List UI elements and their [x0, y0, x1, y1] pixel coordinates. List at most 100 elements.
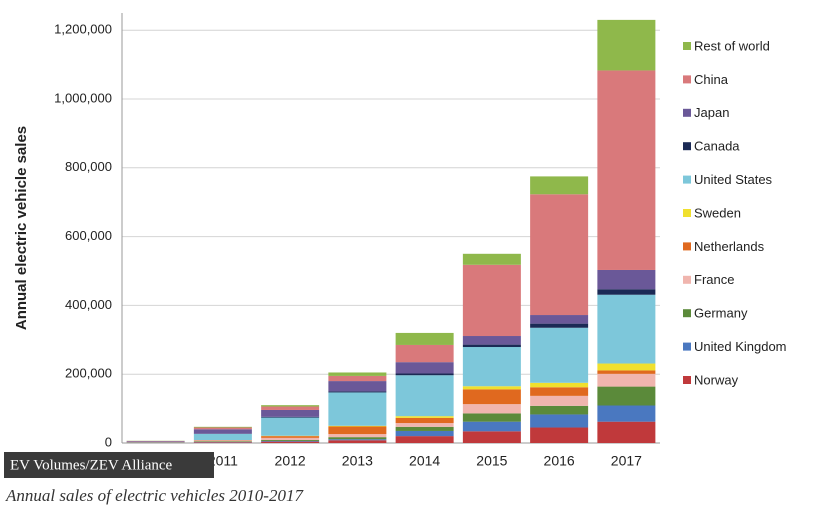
legend-swatch	[683, 75, 691, 84]
bar-segment	[597, 386, 656, 406]
x-tick-label: 2017	[611, 453, 642, 469]
bar-segment	[530, 327, 589, 383]
x-tick-label: 2015	[476, 453, 507, 469]
bar-segment	[530, 323, 589, 328]
bar-segment	[395, 430, 454, 437]
bar-segment	[193, 440, 252, 442]
legend: Rest of world China Japan Canada United Stat…	[683, 38, 787, 387]
bar-segment	[530, 387, 589, 396]
bar-segment	[462, 413, 521, 422]
bar-segment	[395, 423, 454, 427]
bar-segment	[261, 439, 320, 441]
legend-swatch	[683, 108, 691, 117]
source-box	[4, 452, 214, 478]
legend-label: United Kingdom	[694, 339, 787, 354]
bar-segment	[328, 375, 387, 382]
bar-segment	[395, 416, 454, 418]
bar-segment	[328, 439, 387, 441]
bar-segment	[328, 434, 387, 438]
bar-segment	[597, 294, 656, 364]
legend-label: Rest of world	[694, 38, 770, 53]
bar-segment	[530, 194, 589, 316]
bar-segment	[261, 405, 320, 407]
y-tick-label: 800,000	[65, 159, 112, 174]
legend-label: Canada	[694, 139, 740, 154]
bar-segment	[597, 363, 656, 371]
bar-segment	[462, 389, 521, 405]
legend-swatch	[683, 242, 691, 251]
bar-segment	[530, 414, 589, 428]
y-axis-label: Annual electric vehicle sales	[13, 126, 30, 330]
bar-segment	[328, 440, 387, 443]
bar-segment	[462, 421, 521, 432]
bar-segment	[193, 433, 252, 441]
bar-segment	[395, 436, 454, 443]
legend-swatch	[683, 275, 691, 284]
y-tick-label: 1,200,000	[54, 22, 112, 37]
legend-label: Japan	[694, 105, 729, 120]
x-tick-label: 2013	[342, 453, 373, 469]
plot-area: 0 200,000 400,000 600,000 800,000 1,000,000 1,…	[54, 13, 660, 469]
bar-segment	[328, 391, 387, 393]
x-tick-label: 2016	[544, 453, 575, 469]
bar-segment	[395, 362, 454, 374]
bar-segment	[328, 392, 387, 426]
bar-segment	[395, 417, 454, 424]
legend-label: Netherlands	[694, 239, 765, 254]
bar-segment	[328, 425, 387, 427]
bar-segment	[597, 269, 656, 290]
source-label: EV Volumes/ZEV Alliance	[10, 457, 173, 473]
bar-segment	[597, 373, 656, 387]
bar-segment	[530, 382, 589, 388]
bar-segment	[395, 344, 454, 363]
bar-segment	[395, 426, 454, 431]
bar-segment	[328, 426, 387, 435]
bar-segment	[193, 427, 252, 430]
legend-swatch	[683, 142, 691, 151]
legend-label: Germany	[694, 306, 748, 321]
legend-label: Norway	[694, 372, 739, 387]
legend-label: United States	[694, 172, 773, 187]
x-tick-label: 2011	[208, 453, 238, 469]
bar-segment	[193, 442, 252, 443]
legend-swatch	[683, 342, 691, 351]
y-tick-label: 200,000	[65, 366, 112, 381]
legend-swatch	[683, 376, 691, 384]
bar-segment	[462, 347, 521, 387]
bar-segment	[462, 404, 521, 414]
bar-segment	[193, 441, 252, 442]
legend-label: France	[694, 272, 734, 287]
bar-segment	[530, 405, 589, 415]
bar-segment	[261, 436, 320, 438]
y-tick-label: 400,000	[65, 297, 112, 312]
y-tick-label: 600,000	[65, 228, 112, 243]
bar-segment	[261, 440, 320, 442]
bar-segment	[261, 406, 320, 410]
bar-segment	[395, 373, 454, 376]
bar-segment	[462, 344, 521, 348]
bar-segment	[597, 70, 656, 270]
bar-segment	[261, 441, 320, 443]
bar-segment	[261, 416, 320, 418]
x-tick-label: 2012	[275, 453, 306, 469]
y-tick-label: 0	[105, 434, 112, 449]
bar-segment	[597, 289, 656, 295]
x-tick-label: 2014	[409, 453, 440, 469]
bar-segment	[261, 417, 320, 436]
bar-segment	[261, 409, 320, 417]
bar-segment	[395, 375, 454, 417]
legend-swatch	[683, 42, 691, 50]
bar-segment	[597, 405, 656, 422]
caption: Annual sales of electric vehicles 2010-2…	[5, 486, 304, 505]
y-tick-label: 1,000,000	[54, 90, 112, 105]
legend-swatch	[683, 175, 691, 184]
bar-segment	[193, 429, 252, 434]
bar-segment	[597, 421, 656, 443]
bar-segment	[395, 332, 454, 345]
bar-segment	[462, 386, 521, 390]
bar-segment	[328, 372, 387, 376]
bar-segment	[126, 441, 185, 442]
bar-segment	[462, 264, 521, 337]
bar-segment	[530, 176, 589, 195]
